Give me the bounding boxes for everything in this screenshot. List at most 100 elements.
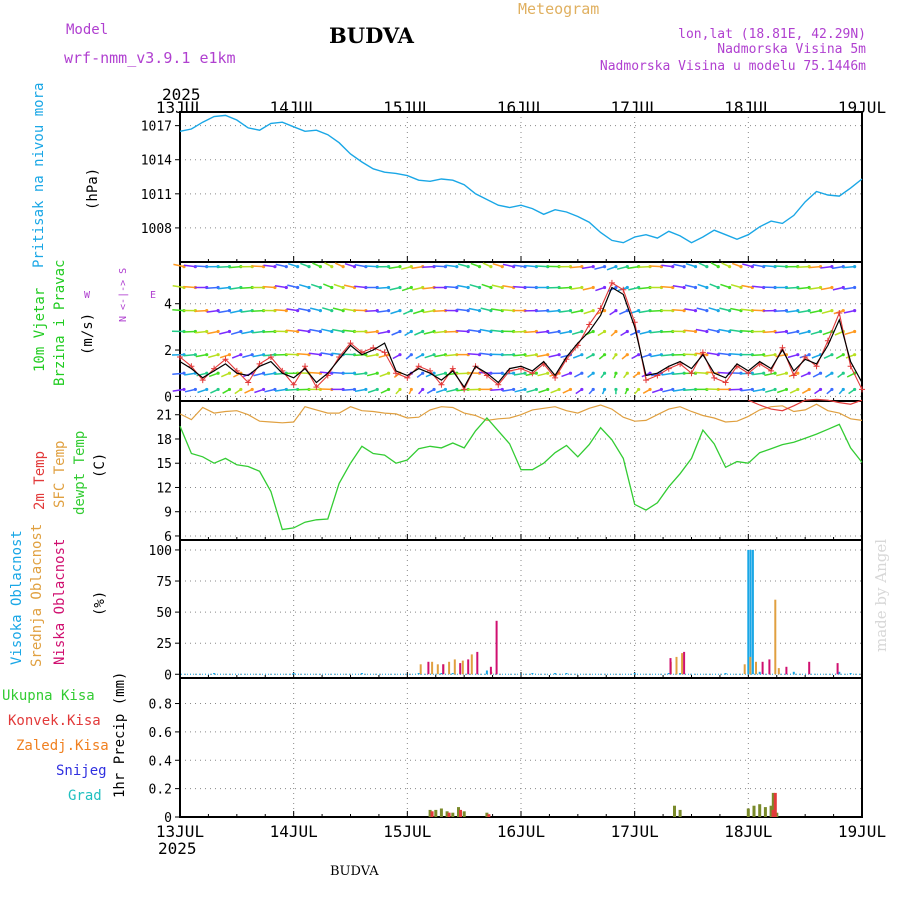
wind-barb-dot: [625, 353, 629, 357]
wind-barb-dot: [500, 265, 504, 269]
wind-barb-dot: [421, 353, 425, 357]
wind-barb-dot: [409, 329, 413, 334]
altitude-label: Nadmorska Visina 5m: [717, 42, 866, 57]
wind-barb: [378, 353, 389, 359]
wind-barb: [308, 352, 321, 356]
wind-barb: [435, 388, 446, 394]
precip-frame: [179, 677, 863, 818]
wind-barb: [809, 286, 821, 290]
wind-barb: [468, 329, 480, 333]
wind-barb: [240, 309, 253, 313]
wind-barb: [774, 309, 787, 313]
cloud-bar-low: [683, 651, 686, 675]
cloud-unit: (%): [92, 591, 108, 616]
wind-compass: N <-|-> S: [118, 268, 129, 322]
wind-barb: [660, 330, 673, 333]
cloud-bar-high: [679, 673, 682, 675]
wind-gust-marker: [267, 353, 274, 360]
precip-bar-total: [769, 805, 773, 817]
wind-gust-marker: [222, 356, 229, 363]
wind-barb-dot: [818, 309, 823, 313]
wind-barb-dot: [705, 353, 709, 357]
wind-barb-dot: [716, 309, 720, 313]
wind-barb-dot: [443, 387, 448, 392]
cloud-bar-high: [360, 673, 363, 675]
wind-barb: [628, 309, 639, 315]
wind-barb-dot: [739, 265, 743, 269]
wind-barb-dot: [682, 265, 686, 269]
wind-barb: [264, 388, 276, 393]
wind-barb-dot: [637, 353, 641, 357]
wind-barb-dot: [602, 353, 607, 357]
wind-barb-dot: [296, 285, 300, 290]
wind-barb: [310, 283, 321, 289]
wind-barb-dot: [261, 371, 266, 375]
wind-barb-dot: [546, 353, 550, 357]
wind-barb-dot: [489, 285, 493, 290]
wind-barb: [513, 285, 526, 289]
wind-barb: [207, 330, 219, 335]
wind-barb: [252, 353, 264, 358]
wind-barb: [661, 264, 673, 268]
model-label: Model: [66, 22, 108, 38]
wind-gust-marker: [245, 379, 252, 386]
wind-barb-dot: [830, 265, 834, 269]
wind-barb-dot: [693, 329, 698, 334]
wind-barb-dot: [239, 353, 243, 357]
wind-barb-dot: [284, 285, 288, 290]
wind-barb: [183, 285, 196, 289]
wind-speed-line: [179, 286, 863, 389]
wind-barb: [332, 328, 344, 333]
wind-barb: [274, 308, 287, 312]
cloud-bar-high: [440, 673, 443, 675]
sfc-temp-line: [179, 403, 863, 424]
cloud-bar-mid: [681, 653, 684, 675]
wind-barb: [492, 262, 503, 268]
wind-barb-dot: [773, 371, 777, 375]
wind-barb: [275, 263, 287, 268]
x-label-top: 17JUL: [611, 98, 659, 117]
wind-barb: [547, 309, 560, 313]
wind-gust-marker: [313, 384, 320, 391]
wind-barb: [558, 286, 571, 290]
wind-barb-dot: [841, 387, 845, 392]
wind-barb-dot: [693, 285, 698, 290]
wind-barb-dot: [614, 371, 618, 375]
wind-barb: [468, 307, 480, 312]
wind-barb: [490, 329, 503, 333]
wind-barb: [230, 330, 242, 336]
year-bottom: 2025: [158, 839, 197, 858]
wind-barb-dot: [227, 371, 232, 375]
wind-barb-dot: [682, 309, 686, 313]
wind-barb: [638, 265, 651, 268]
wind-barb-dot: [534, 353, 538, 357]
wind-barb: [298, 307, 310, 312]
wind-barb: [672, 308, 685, 312]
wind-barb-dot: [284, 265, 288, 269]
cloud-bar-low: [761, 661, 764, 675]
cloud-bar-high: [667, 673, 670, 675]
wind-barb-dot: [807, 309, 811, 313]
wind-barb: [740, 388, 753, 392]
wind-barb: [251, 330, 264, 334]
cloud-high-title: Visoka Oblacnost: [9, 530, 25, 665]
wind-barb: [571, 309, 582, 314]
wind-barb-dot: [341, 265, 345, 269]
wind-ytick-label: 0: [164, 390, 172, 405]
wind-barb-dot: [546, 387, 550, 392]
wind-barb: [218, 309, 230, 314]
wind-barb: [353, 353, 366, 357]
wind-barb: [342, 388, 355, 392]
wind-barb-dot: [341, 285, 345, 290]
wind-barb-dot: [818, 329, 823, 334]
wind-barb: [242, 353, 253, 359]
precip-bar-total: [763, 807, 767, 817]
wind-barb: [184, 388, 196, 393]
precip-bar-total: [457, 807, 460, 817]
wind-barb: [183, 353, 196, 357]
wind-barb: [422, 265, 435, 268]
wind-barb: [229, 286, 241, 290]
wind-barb-dot: [227, 329, 232, 334]
wind-barb: [445, 353, 457, 357]
precip-bar-conv: [447, 812, 451, 817]
